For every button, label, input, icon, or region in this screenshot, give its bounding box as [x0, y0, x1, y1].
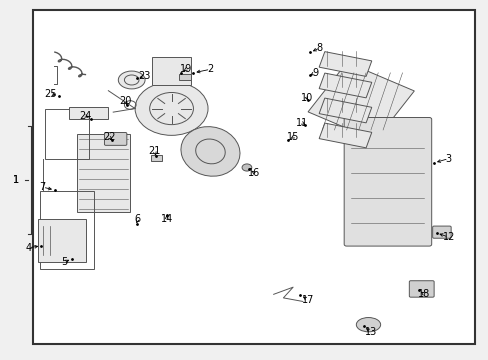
Text: 13: 13	[364, 327, 376, 337]
Text: 20: 20	[119, 96, 131, 107]
Text: 9: 9	[311, 68, 317, 78]
FancyBboxPatch shape	[408, 281, 433, 297]
Ellipse shape	[356, 318, 380, 332]
Text: 4: 4	[25, 243, 31, 253]
Bar	[152, 57, 191, 85]
Text: 21: 21	[148, 147, 161, 157]
Text: 24: 24	[79, 111, 91, 121]
Bar	[69, 107, 108, 119]
Text: 14: 14	[160, 214, 172, 224]
Text: 6: 6	[134, 214, 141, 224]
Text: 7: 7	[40, 182, 46, 192]
Bar	[319, 123, 371, 148]
Text: 8: 8	[316, 43, 322, 53]
Ellipse shape	[118, 71, 145, 89]
Bar	[307, 62, 413, 140]
Ellipse shape	[181, 127, 240, 176]
Text: 1: 1	[13, 175, 19, 185]
FancyBboxPatch shape	[344, 117, 431, 246]
FancyBboxPatch shape	[432, 226, 450, 238]
Text: 17: 17	[301, 295, 313, 305]
Text: 11: 11	[295, 118, 307, 128]
Bar	[40, 191, 94, 269]
Bar	[45, 109, 89, 158]
Bar	[319, 73, 371, 98]
FancyBboxPatch shape	[104, 132, 126, 145]
Text: 1: 1	[13, 175, 19, 185]
Text: 2: 2	[207, 64, 213, 74]
Bar	[179, 73, 191, 80]
Text: 23: 23	[139, 71, 151, 81]
Bar	[319, 51, 371, 76]
Text: 25: 25	[43, 89, 56, 99]
Text: 18: 18	[417, 289, 429, 299]
Bar	[77, 134, 130, 212]
Text: 12: 12	[442, 232, 454, 242]
Circle shape	[135, 82, 207, 135]
Text: 3: 3	[445, 154, 451, 163]
Text: 15: 15	[286, 132, 299, 142]
Text: 16: 16	[247, 168, 260, 178]
Text: 22: 22	[103, 132, 115, 142]
Circle shape	[242, 164, 251, 171]
Text: 5: 5	[61, 257, 67, 267]
Bar	[319, 98, 371, 123]
Bar	[151, 155, 162, 161]
Text: 10: 10	[300, 93, 312, 103]
Text: 19: 19	[180, 64, 192, 74]
Bar	[38, 219, 86, 262]
